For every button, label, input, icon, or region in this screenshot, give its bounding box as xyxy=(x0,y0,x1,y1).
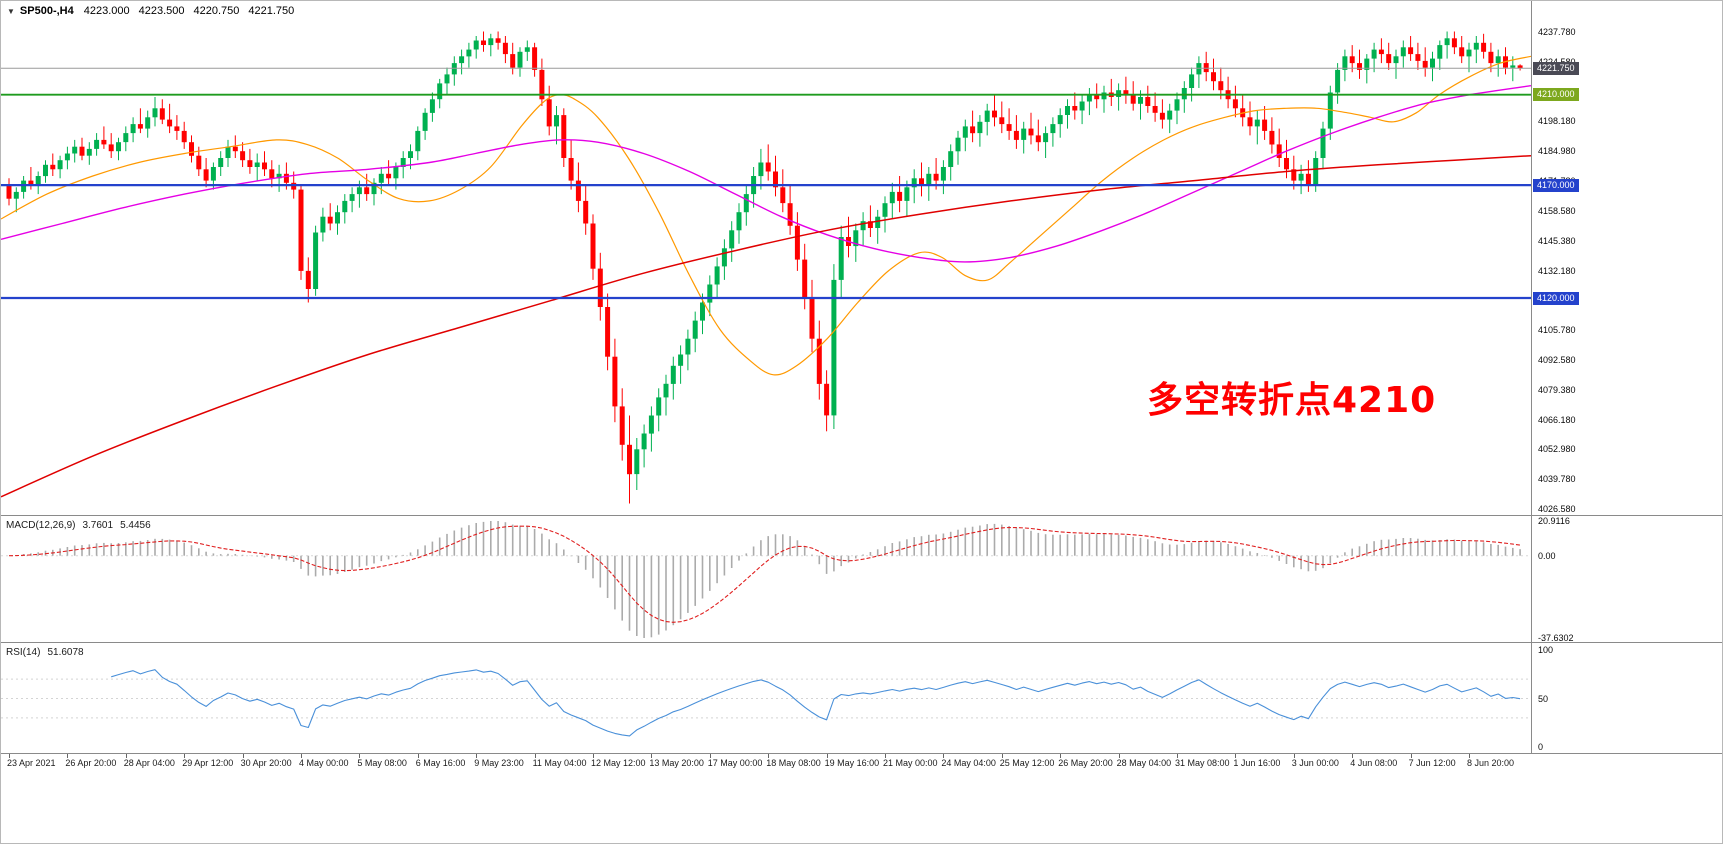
rsi-axis-label: 100 xyxy=(1538,645,1554,655)
time-axis-label: 29 Apr 12:00 xyxy=(182,758,234,768)
time-axis-tick xyxy=(651,754,653,758)
macd-value-main: 3.7601 xyxy=(82,520,114,531)
time-axis-label: 17 May 00:00 xyxy=(707,758,763,768)
time-axis-label: 1 Jun 16:00 xyxy=(1233,758,1281,768)
macd-name: MACD(12,26,9) xyxy=(6,520,76,531)
price-axis-label: 4145.380 xyxy=(1538,235,1576,246)
time-axis-label: 13 May 20:00 xyxy=(649,758,704,768)
price-axis-label: 4132.180 xyxy=(1538,265,1576,276)
time-axis-tick xyxy=(1060,754,1062,758)
time-axis-tick xyxy=(534,754,536,758)
price-badge-4120: 4120.000 xyxy=(1533,291,1579,305)
rsi-panel[interactable] xyxy=(1,644,1531,753)
macd-axis-label: -37.6302 xyxy=(1538,633,1574,643)
close-value: 4221.750 xyxy=(248,5,295,17)
time-axis-label: 26 Apr 20:00 xyxy=(65,758,117,768)
time-axis-tick xyxy=(67,754,69,758)
price-badge-4210: 4210.000 xyxy=(1533,88,1579,102)
price-axis-label: 4198.180 xyxy=(1538,116,1576,127)
rsi-value: 51.6078 xyxy=(47,647,84,658)
time-axis-label: 7 Jun 12:00 xyxy=(1408,758,1456,768)
price-axis-label: 4052.980 xyxy=(1538,444,1576,455)
time-axis-label: 8 Jun 20:00 xyxy=(1467,758,1515,768)
time-axis-label: 4 May 00:00 xyxy=(299,758,349,768)
macd-label: MACD(12,26,9) 3.7601 5.4456 xyxy=(6,520,158,531)
time-axis-label: 21 May 00:00 xyxy=(883,758,938,768)
time-axis-tick xyxy=(301,754,302,758)
time-axis-tick xyxy=(1001,754,1003,758)
time-axis-tick xyxy=(9,754,10,758)
macd-axis-label: 0.00 xyxy=(1538,550,1556,561)
rsi-label: RSI(14) 51.6078 xyxy=(6,647,91,658)
time-axis-tick xyxy=(1118,754,1120,758)
time-axis-label: 25 May 12:00 xyxy=(999,758,1055,768)
time-axis-tick xyxy=(885,754,886,758)
time-axis-tick xyxy=(242,754,244,758)
time-axis-label: 4 Jun 08:00 xyxy=(1350,758,1398,768)
time-axis-tick xyxy=(417,754,419,758)
time-axis-label: 31 May 08:00 xyxy=(1175,758,1230,768)
annotation-text: 多空转折点4210 xyxy=(1147,380,1437,421)
time-axis-tick xyxy=(1352,754,1354,758)
price-badge-4221.75: 4221.750 xyxy=(1533,61,1579,75)
price-axis-label: 4184.980 xyxy=(1538,146,1576,157)
low-value: 4220.750 xyxy=(193,5,240,17)
time-axis-tick xyxy=(593,754,594,758)
open-value: 4223.000 xyxy=(83,5,130,17)
time-axis-separator xyxy=(1,753,1722,754)
candlestick-chart[interactable] xyxy=(1,1,1531,516)
time-axis-label: 26 May 20:00 xyxy=(1058,758,1113,768)
time-axis-label: 23 Apr 2021 xyxy=(7,758,56,768)
time-axis-label: 18 May 08:00 xyxy=(766,758,821,768)
price-axis-label: 4039.780 xyxy=(1538,474,1576,485)
price-axis-label: 4158.580 xyxy=(1538,205,1576,216)
symbol-timeframe-label: SP500-,H4 xyxy=(19,5,74,17)
price-axis-label: 4237.780 xyxy=(1538,27,1576,37)
time-axis-label: 9 May 23:00 xyxy=(474,758,524,768)
time-axis-tick xyxy=(943,754,945,758)
time-axis-tick xyxy=(1293,754,1295,758)
axis-separator xyxy=(1531,1,1532,753)
time-axis-tick xyxy=(125,754,127,758)
price-axis-label: 4092.580 xyxy=(1538,354,1576,365)
macd-value-signal: 5.4456 xyxy=(120,520,151,531)
time-axis-label: 11 May 04:00 xyxy=(532,758,587,768)
time-axis-label: 28 May 04:00 xyxy=(1116,758,1172,768)
time-axis-tick xyxy=(184,754,186,758)
rsi-axis-label: 0 xyxy=(1538,742,1544,752)
macd-panel[interactable] xyxy=(1,517,1531,642)
time-axis-tick xyxy=(476,754,478,758)
panel-separator[interactable] xyxy=(1,515,1722,516)
time-axis-label: 28 Apr 04:00 xyxy=(123,758,175,768)
panel-separator[interactable] xyxy=(1,642,1722,643)
time-axis-tick xyxy=(1235,754,1237,758)
time-axis-label: 24 May 04:00 xyxy=(941,758,996,768)
price-badge-4170: 4170.000 xyxy=(1533,178,1579,192)
price-axis-label: 4066.180 xyxy=(1538,414,1576,425)
time-axis-tick xyxy=(768,754,770,758)
time-axis-tick xyxy=(1410,754,1412,758)
rsi-axis-label: 50 xyxy=(1538,693,1549,704)
time-axis-tick xyxy=(1469,754,1470,758)
rsi-name: RSI(14) xyxy=(6,647,41,658)
time-axis-label: 19 May 16:00 xyxy=(824,758,880,768)
time-axis-tick xyxy=(826,754,828,758)
high-value: 4223.500 xyxy=(138,5,185,17)
time-axis-label: 30 Apr 20:00 xyxy=(240,758,292,768)
time-axis-label: 5 May 08:00 xyxy=(357,758,407,768)
time-axis-tick xyxy=(709,754,711,758)
time-axis-label: 6 May 16:00 xyxy=(415,758,466,768)
price-axis-label: 4026.580 xyxy=(1538,504,1576,514)
time-axis-tick xyxy=(359,754,361,758)
macd-axis-label: 20.9116 xyxy=(1538,516,1570,526)
collapse-icon[interactable]: ▼ xyxy=(7,7,15,16)
chart-title: ▼ SP500-,H4 4223.000 4223.500 4220.750 4221.7… xyxy=(7,5,303,17)
price-axis-label: 4079.380 xyxy=(1538,384,1576,395)
time-axis-tick xyxy=(1177,754,1178,758)
price-axis-label: 4105.780 xyxy=(1538,325,1576,336)
time-axis-label: 3 Jun 00:00 xyxy=(1291,758,1339,768)
time-axis-label: 12 May 12:00 xyxy=(591,758,646,768)
